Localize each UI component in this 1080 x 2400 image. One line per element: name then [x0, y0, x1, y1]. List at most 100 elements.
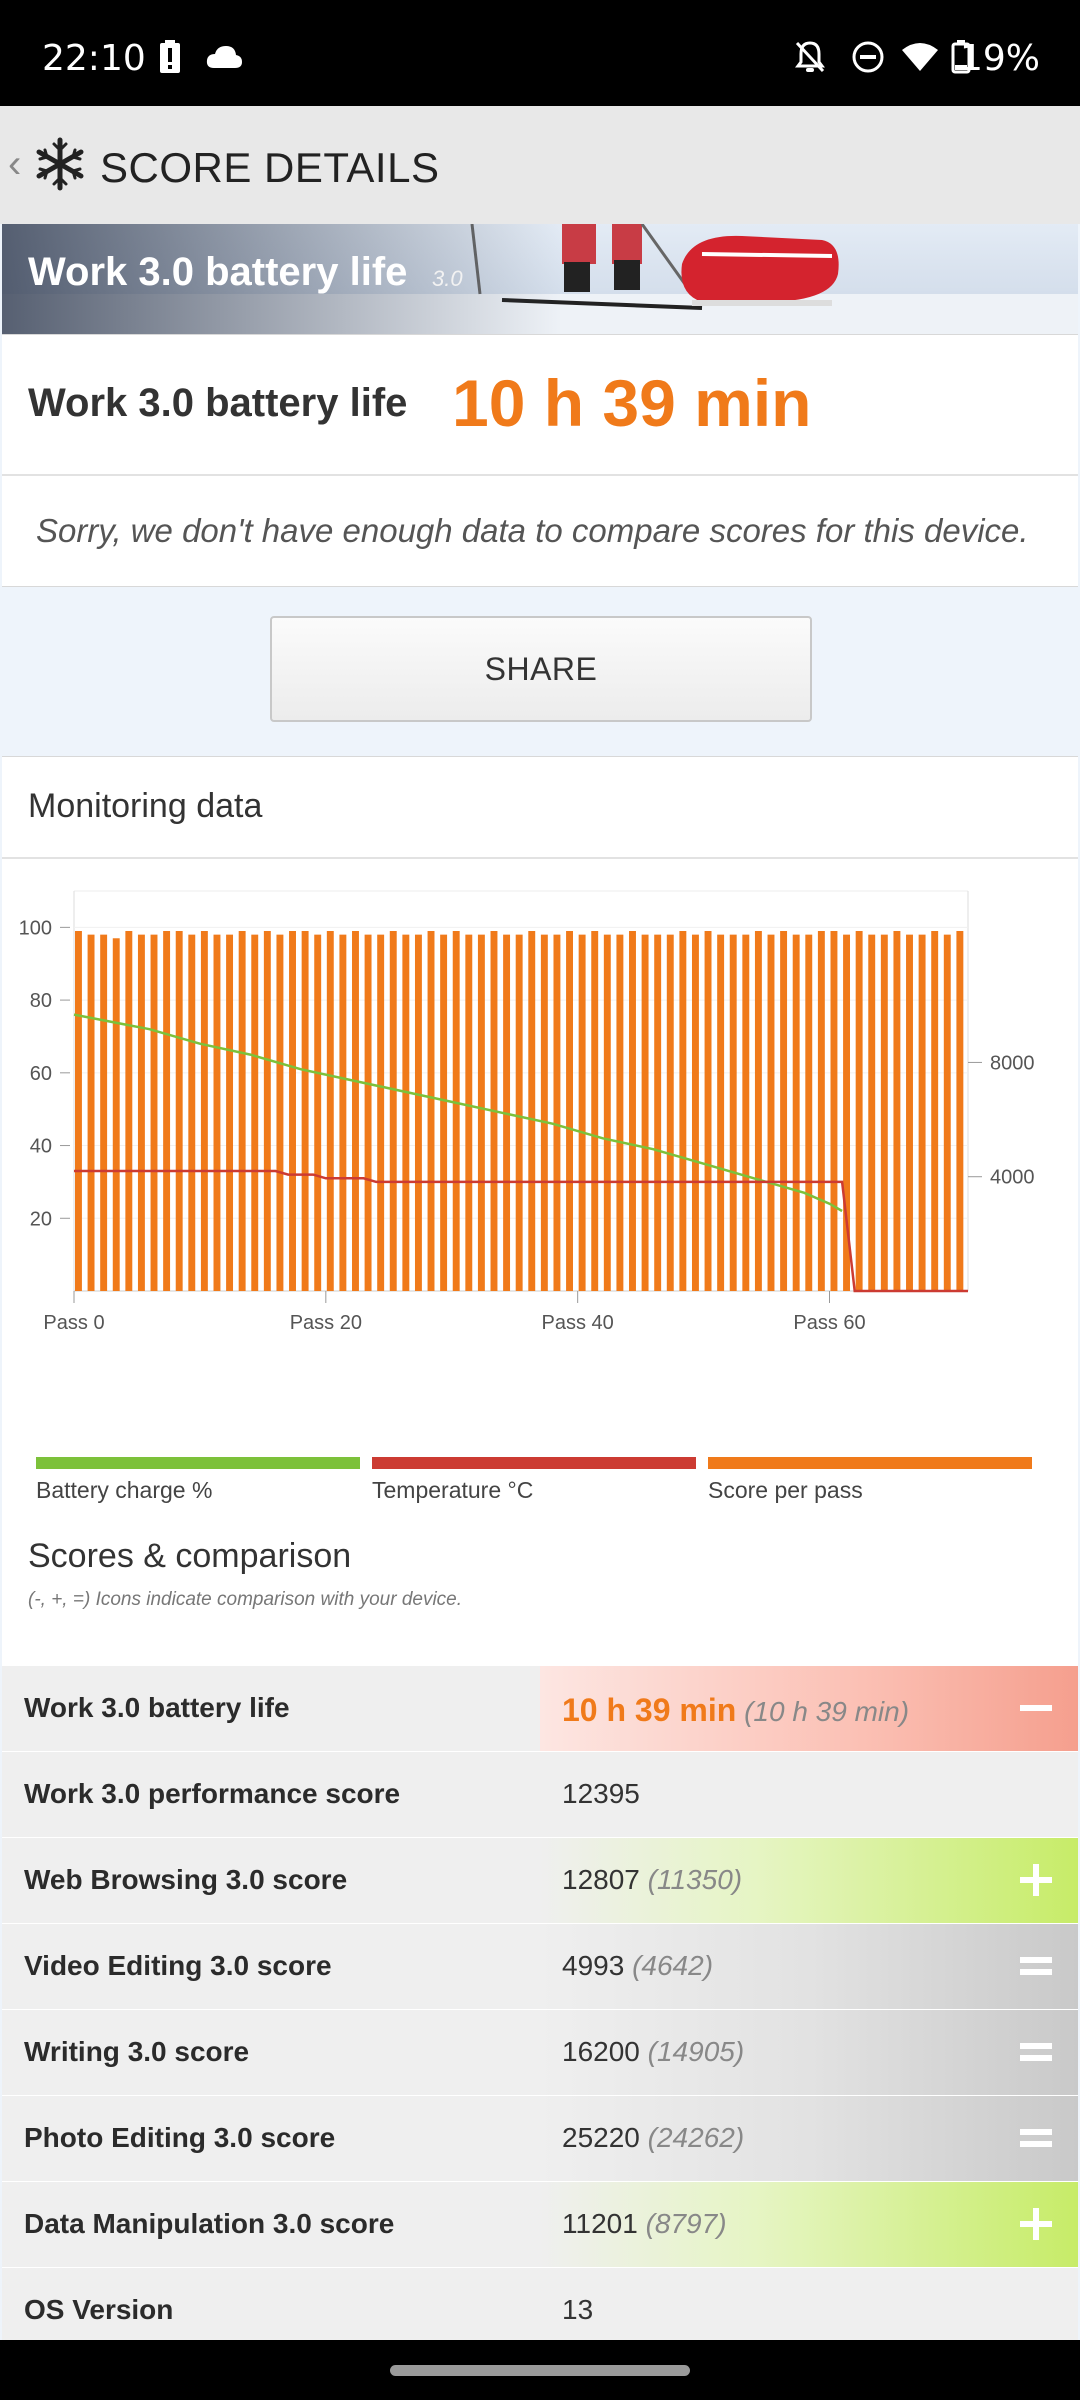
row-value: 12807 [562, 1864, 640, 1895]
score-bar [616, 934, 624, 1291]
scores-section-title: Scores & comparison [28, 1537, 352, 1575]
row-compare: (11350) [647, 1864, 743, 1895]
table-row: Work 3.0 battery life 10 h 39 min (10 h … [2, 1666, 1078, 1752]
score-bar [666, 934, 674, 1291]
app-bar: ‹ SCORE DETAILS [0, 106, 1080, 227]
score-bar [414, 934, 422, 1291]
score-bar [477, 934, 485, 1291]
score-bar [931, 931, 939, 1291]
score-value: 10 h 39 min [452, 366, 812, 440]
score-bar [339, 934, 347, 1291]
score-bar [906, 934, 913, 1291]
legend-temperature: Temperature °C [372, 1457, 696, 1517]
score-bar [591, 931, 599, 1291]
y-tick-label: 40 [30, 1136, 52, 1158]
monitoring-title: Monitoring data [28, 787, 263, 825]
score-bar [566, 931, 573, 1291]
score-bar [868, 934, 876, 1291]
temperature-line [74, 1169, 968, 1293]
y-tick-label: 80 [30, 990, 52, 1012]
wifi-icon [900, 40, 940, 74]
score-bar [112, 938, 120, 1291]
back-button[interactable]: ‹ [8, 142, 22, 186]
score-bar [679, 931, 687, 1291]
navigation-bar [0, 2340, 1080, 2400]
score-bar [540, 934, 548, 1291]
plus-icon [1020, 1864, 1052, 1896]
score-bar [289, 931, 296, 1291]
score-bar [515, 934, 523, 1291]
score-bar [742, 934, 750, 1291]
x-tick-label: Pass 20 [290, 1312, 362, 1334]
score-bar [918, 934, 926, 1291]
status-time: 22:10 [42, 38, 146, 79]
banner-test-name: Work 3.0 battery life [28, 250, 408, 294]
score-bar [792, 934, 800, 1291]
score-bar [691, 934, 699, 1291]
equal-icon [1020, 2129, 1052, 2147]
score-bar [855, 931, 863, 1291]
row-label: Web Browsing 3.0 score [24, 1864, 348, 1895]
score-bar [100, 934, 108, 1291]
row-label: Data Manipulation 3.0 score [24, 2208, 395, 2239]
table-row: Web Browsing 3.0 score 12807 (11350) [2, 1838, 1078, 1924]
do-not-disturb-icon [850, 40, 886, 74]
score-bar [125, 931, 133, 1291]
score-bar [843, 934, 851, 1291]
score-bar [754, 931, 762, 1291]
y-tick-label: 60 [30, 1063, 52, 1085]
x-tick-label: Pass 40 [542, 1312, 614, 1334]
score-bar [377, 934, 385, 1291]
page-title: SCORE DETAILS [100, 144, 440, 191]
score-bar [880, 934, 888, 1291]
row-label: Video Editing 3.0 score [24, 1950, 332, 1981]
score-bar [704, 931, 712, 1291]
legend-swatch-temperature [372, 1457, 696, 1469]
legend-score: Score per pass [708, 1457, 1032, 1517]
score-bar [780, 931, 788, 1291]
no-comparison-card: Sorry, we don't have enough data to comp… [2, 474, 1078, 587]
score-bar [641, 934, 649, 1291]
battery-alert-icon [156, 40, 184, 74]
legend-label-temperature: Temperature °C [372, 1477, 534, 1503]
score-bar [452, 931, 460, 1291]
y2-tick-label: 8000 [990, 1052, 1035, 1074]
legend-label-score: Score per pass [708, 1477, 863, 1503]
score-bar [603, 934, 611, 1291]
score-bar [326, 931, 334, 1291]
table-row: Data Manipulation 3.0 score 11201 (8797) [2, 2182, 1078, 2268]
score-bar [226, 934, 234, 1291]
cloud-icon [204, 40, 244, 74]
y2-tick-label: 4000 [990, 1167, 1035, 1189]
row-compare: (14905) [647, 2036, 745, 2067]
monitoring-chart: 100 80 60 40 20 8000 4000 Pass 0 Pass 20 Pass 40 P… [19, 890, 1035, 1334]
row-value: 4993 [562, 1950, 625, 1981]
score-bar [137, 934, 145, 1291]
share-button[interactable]: SHARE [270, 616, 812, 722]
score-bar [729, 934, 737, 1291]
banner-version: 3.0 [432, 266, 463, 291]
test-banner: Work 3.0 battery life 3.0 [2, 224, 1078, 334]
content-scroll[interactable]: Work 3.0 battery life 3.0 Work 3.0 batte… [0, 224, 1080, 2340]
row-value: 11201 [562, 2208, 638, 2239]
table-row: Writing 3.0 score 16200 (14905) [2, 2010, 1078, 2096]
legend-swatch-battery [36, 1457, 360, 1469]
score-label: Work 3.0 battery life [28, 381, 408, 425]
row-label: Work 3.0 performance score [24, 1778, 401, 1809]
score-bar [427, 931, 435, 1291]
score-bar [75, 931, 82, 1291]
battery-percent: 19% [959, 38, 1040, 79]
score-bar [817, 931, 825, 1291]
score-bar [767, 934, 775, 1291]
table-row: Photo Editing 3.0 score 25220 (24262) [2, 2096, 1078, 2182]
equal-icon [1020, 2043, 1052, 2061]
row-label: Photo Editing 3.0 score [24, 2122, 336, 2153]
app-logo-icon [32, 136, 88, 192]
score-bar [352, 931, 359, 1291]
score-bar [553, 934, 561, 1291]
score-bar [188, 934, 196, 1291]
score-bar [830, 931, 838, 1291]
score-bar [213, 934, 221, 1291]
score-bar [87, 934, 95, 1291]
home-gesture-handle[interactable] [390, 2365, 690, 2376]
